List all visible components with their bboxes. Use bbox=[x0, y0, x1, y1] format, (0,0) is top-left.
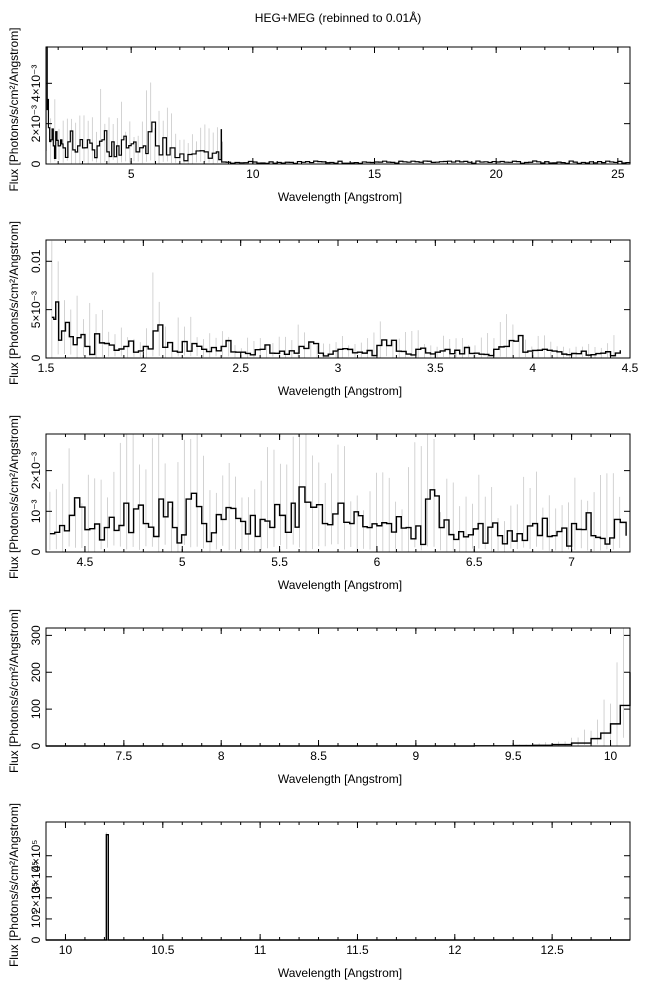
panel-3: 4.5 5 5.5 6 6.5 7 0 10⁻³ 2×10⁻³ Wavelength [Angst… bbox=[7, 415, 631, 592]
x-tick-label: 9.5 bbox=[505, 749, 522, 763]
x-tick-label: 11 bbox=[254, 943, 267, 957]
x-tick-label: 2.5 bbox=[232, 361, 249, 375]
x-axis-label: Wavelength [Angstrom] bbox=[278, 384, 402, 398]
plot-frame bbox=[45, 821, 631, 941]
x-tick-label: 25 bbox=[611, 167, 625, 181]
x-tick-label: 8.5 bbox=[310, 749, 327, 763]
y-tick-label: 10⁻³ bbox=[29, 499, 43, 523]
y-tick-label: 0 bbox=[29, 354, 43, 361]
x-tick-label: 15 bbox=[368, 167, 382, 181]
y-tick-label: 200 bbox=[29, 662, 43, 682]
y-tick-label: 2×10⁻³ bbox=[29, 105, 43, 142]
x-tick-label: 7.5 bbox=[116, 749, 133, 763]
x-tick-label: 4.5 bbox=[77, 555, 94, 569]
x-tick-label: 11.5 bbox=[346, 943, 369, 957]
panel-2: 1.5 2 2.5 3 3.5 4 4.5 0 5×10⁻³ 0.01 Wavelength [An… bbox=[7, 221, 639, 398]
y-tick-label: 300 bbox=[29, 625, 43, 645]
x-tick-label: 10 bbox=[246, 167, 260, 181]
x-tick-label: 7 bbox=[568, 555, 575, 569]
x-tick-label: 6.5 bbox=[466, 555, 483, 569]
x-tick-label: 10 bbox=[604, 749, 618, 763]
series-line bbox=[46, 672, 631, 747]
x-axis-label: Wavelength [Angstrom] bbox=[278, 772, 402, 786]
y-tick-label: 0 bbox=[29, 936, 43, 943]
x-tick-label: 3.5 bbox=[427, 361, 444, 375]
y-tick-label: 0 bbox=[29, 742, 43, 749]
x-tick-label: 5 bbox=[128, 167, 135, 181]
x-tick-label: 4 bbox=[529, 361, 536, 375]
y-tick-label: 0.01 bbox=[29, 249, 43, 273]
series-line bbox=[46, 46, 631, 164]
error-bars bbox=[49, 434, 621, 552]
x-tick-label: 6 bbox=[374, 555, 381, 569]
x-tick-label: 10 bbox=[59, 943, 73, 957]
x-tick-label: 9 bbox=[413, 749, 420, 763]
x-axis-label: Wavelength [Angstrom] bbox=[278, 578, 402, 592]
plot-frame bbox=[45, 46, 631, 165]
y-axis-label: Flux [Photons/s/cm²/Angstrom] bbox=[7, 609, 21, 773]
plot-frame bbox=[45, 627, 631, 747]
x-tick-label: 1.5 bbox=[38, 361, 55, 375]
x-tick-label: 8 bbox=[218, 749, 225, 763]
error-bars bbox=[519, 628, 624, 746]
y-tick-label: 100 bbox=[29, 699, 43, 719]
y-tick-label: 3×10⁵ bbox=[29, 861, 43, 893]
error-bars bbox=[51, 240, 615, 358]
y-tick-label: 4×10⁻³ bbox=[29, 65, 43, 102]
y-axis-label: Flux [Photons/s/cm²/Angstrom] bbox=[7, 803, 21, 967]
y-tick-label: 0 bbox=[29, 548, 43, 555]
panel-1: 5 10 15 20 25 0 2×10⁻³ 4×10⁻³ Wavelength [Angstr… bbox=[7, 27, 631, 204]
x-tick-label: 20 bbox=[489, 167, 503, 181]
x-tick-label: 5 bbox=[179, 555, 186, 569]
series-line bbox=[46, 833, 630, 941]
series-line bbox=[49, 486, 627, 547]
x-tick-label: 4.5 bbox=[622, 361, 639, 375]
figure-title: HEG+MEG (rebinned to 0.01Å) bbox=[255, 10, 421, 25]
y-tick-label: 2×10⁵ bbox=[29, 882, 43, 914]
y-tick-label: 10⁵ bbox=[29, 910, 43, 928]
x-tick-label: 12 bbox=[448, 943, 462, 957]
x-axis-label: Wavelength [Angstrom] bbox=[278, 966, 402, 980]
y-axis-label: Flux [Photons/s/cm²/Angstrom] bbox=[7, 415, 21, 579]
y-tick-label: 0 bbox=[29, 160, 43, 167]
y-tick-label: 4×10⁵ bbox=[29, 840, 43, 872]
x-tick-label: 5.5 bbox=[271, 555, 288, 569]
x-tick-label: 10.5 bbox=[151, 943, 175, 957]
y-tick-label: 5×10⁻³ bbox=[29, 291, 43, 328]
x-tick-label: 2 bbox=[140, 361, 147, 375]
x-tick-label: 12.5 bbox=[540, 943, 564, 957]
x-tick-label: 3 bbox=[335, 361, 342, 375]
y-axis-label: Flux [Photons/s/cm²/Angstrom] bbox=[7, 221, 21, 385]
series-line bbox=[51, 301, 621, 357]
y-axis-label: Flux [Photons/s/cm²/Angstrom] bbox=[7, 27, 21, 191]
y-tick-label: 2×10⁻³ bbox=[29, 452, 43, 489]
x-axis-label: Wavelength [Angstrom] bbox=[278, 190, 402, 204]
